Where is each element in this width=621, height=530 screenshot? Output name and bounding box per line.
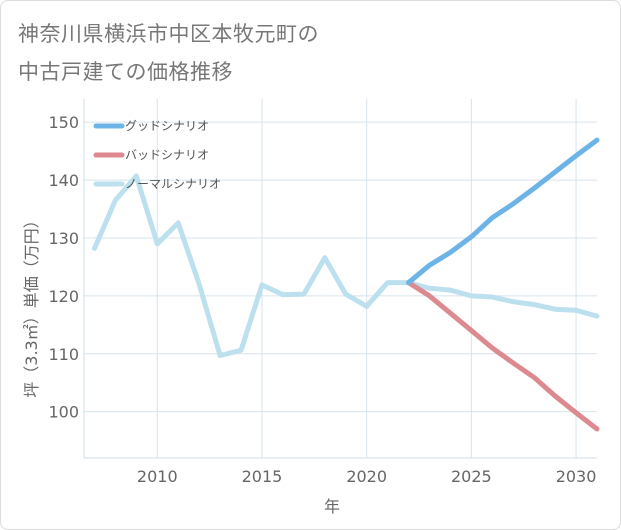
y-axis-label: 坪（3.3㎡）単価（万円）	[22, 212, 41, 397]
legend-label-2: ノーマルシナリオ	[125, 177, 221, 191]
y-tick-label-150: 150	[48, 113, 79, 132]
x-tick-label-2015: 2015	[242, 467, 283, 486]
legend-label-1: バッドシナリオ	[125, 148, 209, 162]
y-tick-label-120: 120	[48, 287, 79, 306]
series-line-0	[406, 137, 600, 286]
axes	[83, 99, 597, 459]
x-tick-label-2025: 2025	[451, 467, 492, 486]
chart-title-line-1: 神奈川県横浜市中区本牧元町の	[18, 22, 319, 46]
y-tick-label-140: 140	[48, 171, 79, 190]
x-tick-label-2020: 2020	[346, 467, 387, 486]
series-line-2	[92, 173, 600, 358]
data-series	[92, 137, 600, 432]
x-axis-label: 年	[324, 497, 340, 516]
series-line-1	[406, 280, 600, 432]
x-tick-label-2010: 2010	[137, 467, 178, 486]
tick-labels: 100 110 120 130 140 150 2010 2015 2020 2025 2030	[48, 113, 596, 486]
y-tick-label-100: 100	[48, 403, 79, 422]
x-tick-label-2030: 2030	[556, 467, 597, 486]
legend-label-0: グッドシナリオ	[125, 119, 209, 133]
y-tick-label-110: 110	[48, 345, 79, 364]
grid-lines	[84, 99, 597, 458]
chart-title-line-2: 中古戸建ての価格推移	[18, 60, 233, 84]
y-tick-label-130: 130	[48, 229, 79, 248]
